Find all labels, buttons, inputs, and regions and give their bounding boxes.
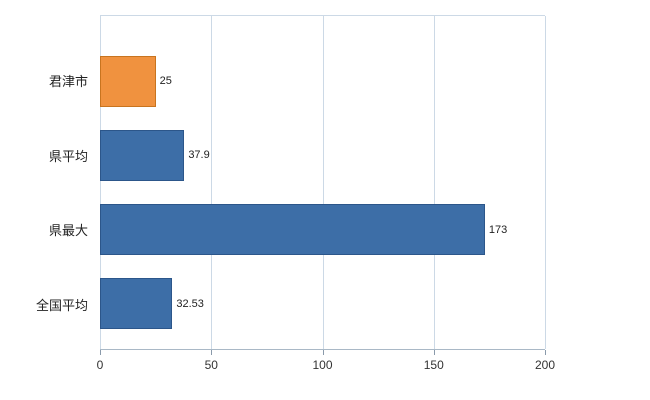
category-label: 全国平均 [35, 298, 88, 314]
bar [100, 204, 485, 256]
gridlines [100, 16, 546, 349]
bar [100, 129, 185, 181]
gridline [322, 16, 324, 349]
x-axis-labels: 0 50 100 150 200 [96, 358, 555, 376]
x-tick-mark [545, 350, 546, 355]
x-tick-label: 100 [312, 358, 333, 372]
category-label: 君津市 [48, 73, 88, 89]
bar-row: 25 [100, 44, 545, 118]
category-label: 県最大 [48, 223, 88, 239]
x-axis-ticks [100, 350, 546, 356]
gridline [211, 16, 213, 349]
gridline [433, 16, 435, 349]
bar-row: 173 [100, 193, 545, 267]
category-label: 県平均 [48, 148, 88, 164]
x-tick-label: 0 [96, 358, 104, 372]
x-tick-mark [322, 350, 324, 355]
plot-area: 25 37.9 173 32.53 [100, 15, 546, 350]
bar-row: 37.9 [100, 118, 545, 192]
x-tick-mark [433, 350, 435, 355]
x-tick-label: 150 [423, 358, 444, 372]
value-label: 25 [159, 75, 172, 88]
gridline [545, 16, 546, 349]
value-label: 173 [488, 223, 508, 236]
gridline [100, 16, 101, 349]
value-label: 32.53 [176, 297, 204, 310]
x-tick-mark [211, 350, 213, 355]
bar-row: 32.53 [100, 267, 545, 341]
bar [100, 278, 173, 330]
x-tick-label: 200 [534, 358, 556, 372]
bar-rows: 25 37.9 173 32.53 [100, 44, 545, 341]
value-label: 37.9 [188, 149, 210, 162]
y-axis-labels: 君津市県平均県最大全国平均 [0, 43, 94, 342]
x-tick-label: 50 [204, 358, 218, 372]
bar [100, 55, 156, 107]
x-tick-mark [100, 350, 101, 355]
